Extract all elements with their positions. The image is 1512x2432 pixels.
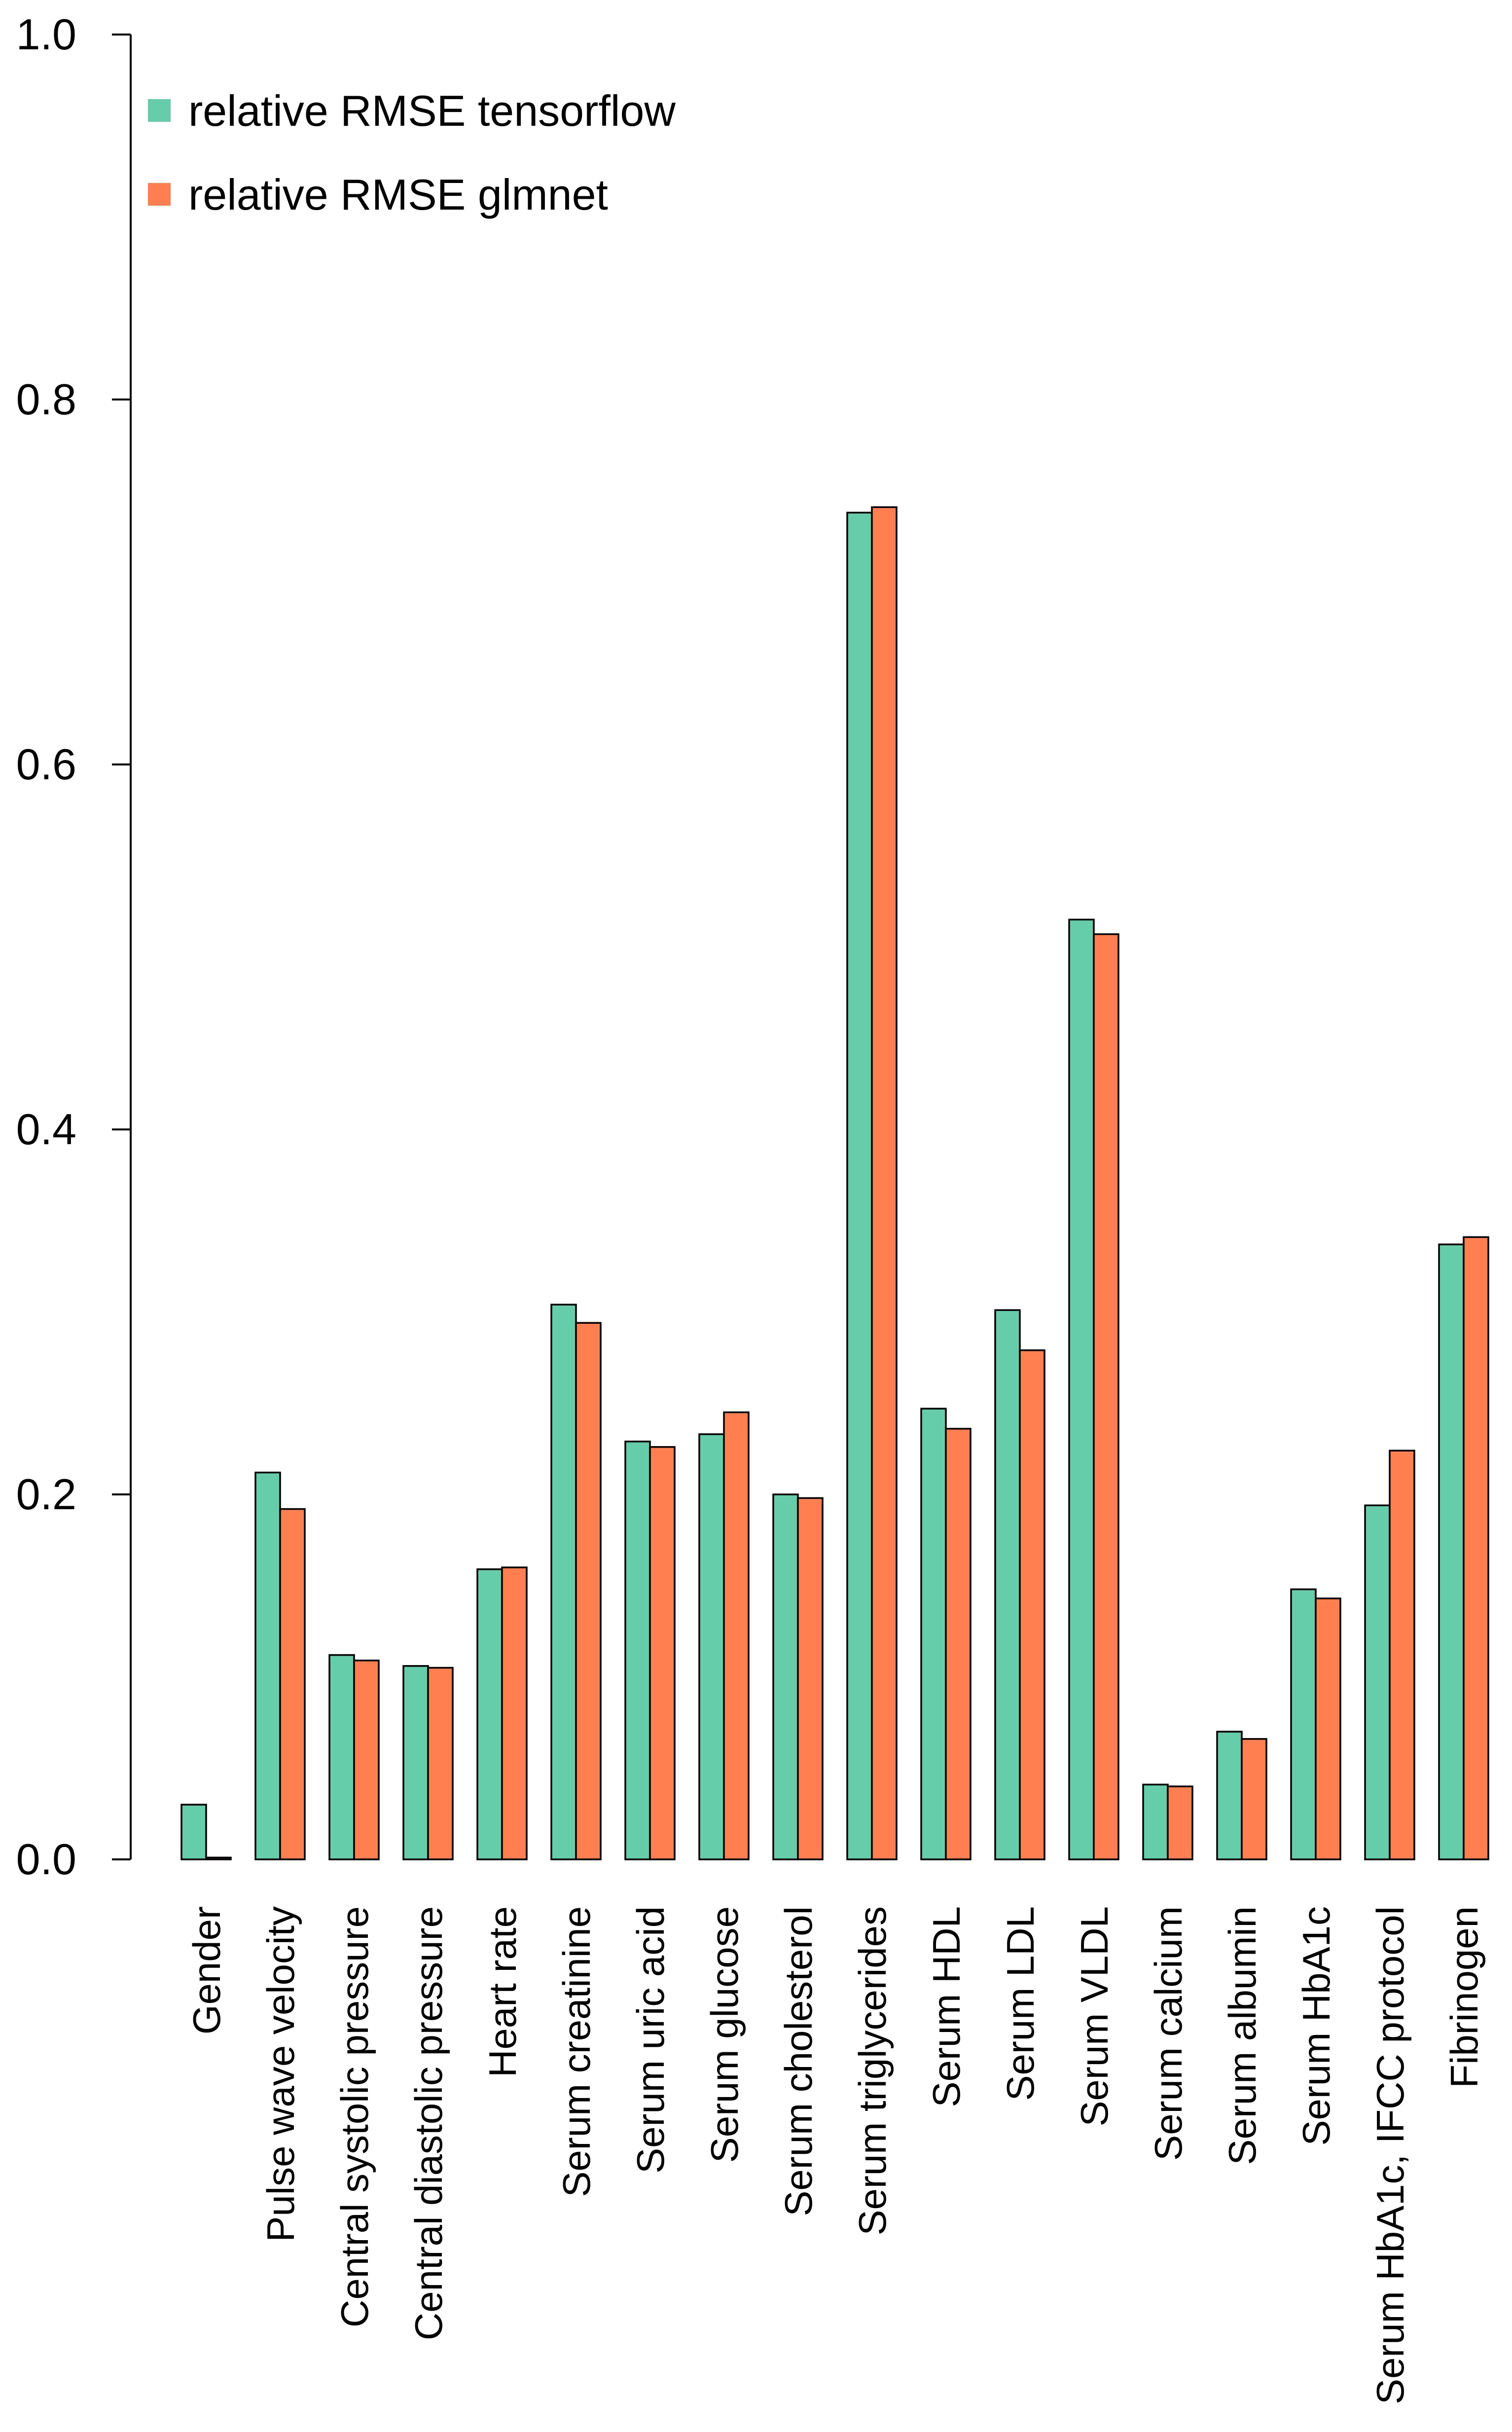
- x-category-label: Serum albumin: [1221, 1906, 1264, 2165]
- bar-glmnet: [501, 1566, 528, 1860]
- bar-glmnet: [1019, 1349, 1045, 1860]
- y-tick-label: 0.0: [16, 1835, 76, 1884]
- y-axis: 0.0 0.2 0.4 0.6 0.8 1.0: [16, 10, 132, 1884]
- bar-tensorflow: [402, 1665, 429, 1860]
- x-category-label: Serum LDL: [999, 1906, 1042, 2101]
- x-category-label: Heart rate: [481, 1906, 524, 2077]
- y-tick-label: 0.8: [16, 375, 76, 424]
- bar-tensorflow: [328, 1654, 355, 1860]
- bar-glmnet: [871, 506, 898, 1860]
- bar-tensorflow: [1438, 1243, 1465, 1860]
- y-tick-label: 0.2: [16, 1470, 76, 1519]
- bar-tensorflow: [846, 511, 873, 1860]
- bar-tensorflow: [1290, 1588, 1317, 1860]
- bar-glmnet: [723, 1411, 750, 1860]
- bar-glmnet: [1167, 1785, 1193, 1860]
- y-tick-label: 0.4: [16, 1105, 76, 1154]
- x-category-label: Fibrinogen: [1442, 1906, 1486, 2088]
- x-category-label: Serum HbA1c: [1295, 1906, 1338, 2146]
- x-category-label: Central systolic pressure: [333, 1906, 376, 2327]
- category-labels: Gender Pulse wave velocity Central systoli…: [185, 1906, 1486, 2404]
- bar-glmnet: [945, 1428, 972, 1860]
- legend-label: relative RMSE glmnet: [188, 170, 608, 219]
- bar-tensorflow: [920, 1408, 947, 1860]
- bar-tensorflow: [180, 1804, 207, 1860]
- bar-glmnet: [427, 1667, 454, 1860]
- bar-glmnet: [649, 1446, 676, 1860]
- legend-swatch: [148, 183, 171, 206]
- bar-tensorflow: [698, 1433, 725, 1860]
- bar-tensorflow: [254, 1471, 281, 1860]
- bar-glmnet: [279, 1508, 306, 1860]
- x-category-label: Central diastolic pressure: [407, 1906, 450, 2340]
- bar-tensorflow: [1216, 1731, 1243, 1860]
- bar-glmnet: [797, 1497, 824, 1860]
- x-category-label: Pulse wave velocity: [259, 1906, 302, 2242]
- legend: relative RMSE tensorflow relative RMSE gl…: [148, 86, 676, 219]
- bar-tensorflow: [1142, 1783, 1169, 1860]
- bar-glmnet: [1389, 1450, 1415, 1860]
- y-tick-label: 1.0: [16, 10, 76, 59]
- x-category-label: Gender: [185, 1906, 228, 2034]
- y-tick-label: 0.6: [16, 740, 76, 789]
- x-category-label: Serum VLDL: [1073, 1906, 1116, 2127]
- bar-tensorflow: [1364, 1504, 1391, 1860]
- x-category-label: Serum uric acid: [629, 1906, 672, 2174]
- x-category-label: Serum HDL: [925, 1906, 968, 2107]
- legend-label: relative RMSE tensorflow: [188, 86, 676, 135]
- bar-glmnet: [1315, 1597, 1341, 1860]
- x-category-label: Serum creatinine: [555, 1906, 598, 2197]
- bar-tensorflow: [1068, 918, 1095, 1860]
- x-category-label: Serum HbA1c, IFCC protocol: [1368, 1906, 1412, 2404]
- bar-glmnet: [1093, 933, 1119, 1860]
- bar-glmnet: [1463, 1236, 1489, 1860]
- x-category-label: Serum calcium: [1147, 1906, 1190, 2161]
- bar-tensorflow: [550, 1304, 577, 1860]
- bar-glmnet: [353, 1659, 380, 1860]
- x-category-label: Serum glucose: [703, 1906, 746, 2163]
- bar-tensorflow: [772, 1493, 799, 1860]
- bar-glmnet: [1241, 1738, 1267, 1860]
- bar-tensorflow: [994, 1309, 1021, 1860]
- bar-tensorflow: [476, 1568, 503, 1860]
- x-category-label: Serum triglycerides: [851, 1906, 894, 2236]
- bar-glmnet: [205, 1856, 232, 1860]
- x-category-label: Serum cholesterol: [777, 1906, 820, 2216]
- legend-swatch: [148, 99, 171, 122]
- bar-tensorflow: [624, 1440, 651, 1860]
- bar-glmnet: [575, 1322, 602, 1860]
- bars: [180, 506, 1489, 1860]
